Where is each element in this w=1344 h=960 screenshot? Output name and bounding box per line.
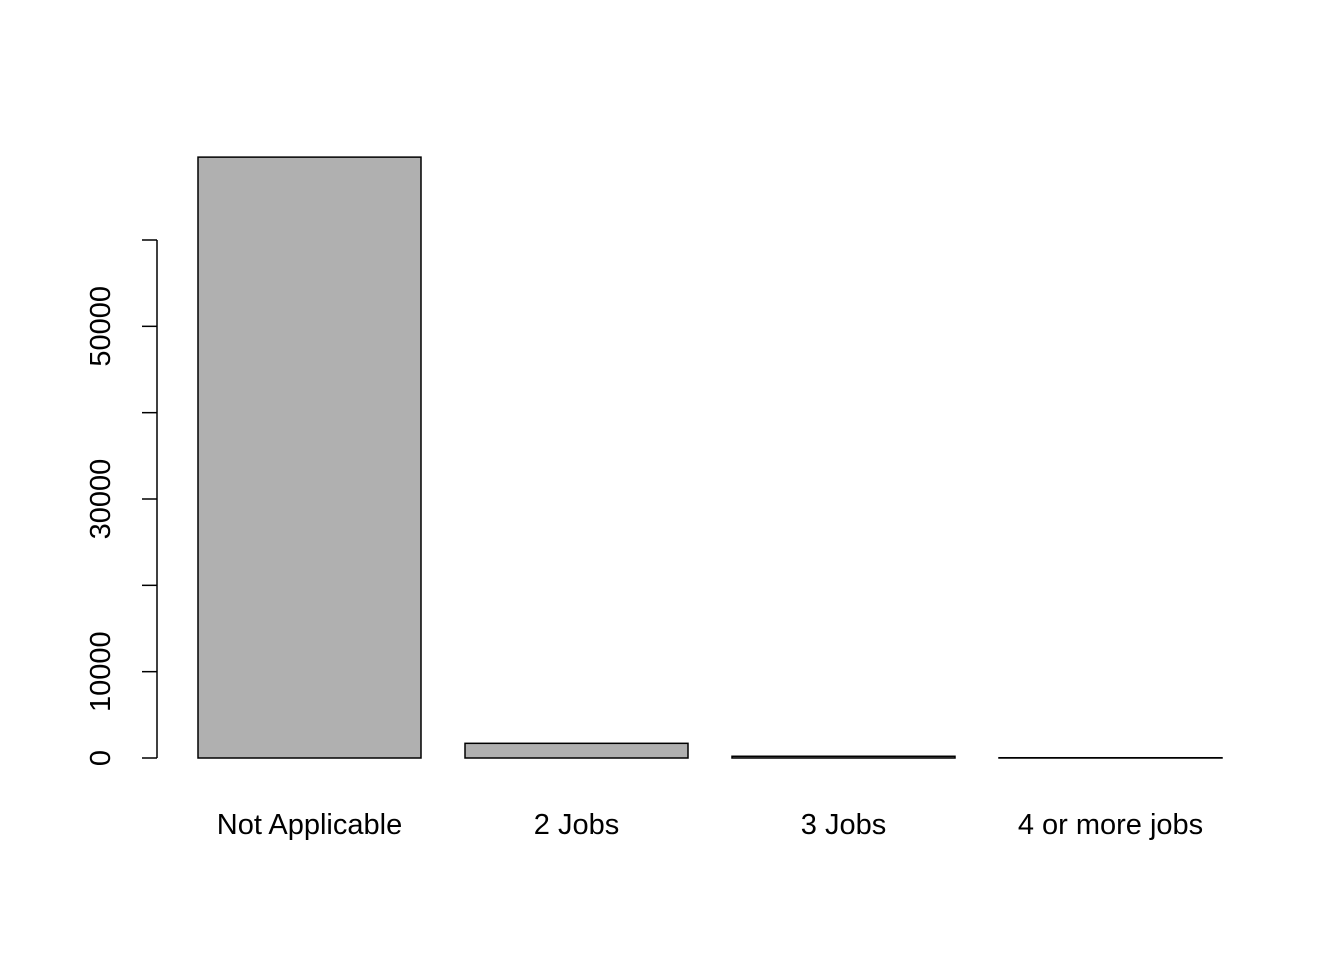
x-tick-label: 3 Jobs <box>801 809 886 841</box>
y-tick-label: 30000 <box>85 459 117 540</box>
x-tick-label: Not Applicable <box>217 809 402 841</box>
bar <box>731 755 956 759</box>
y-tick-label: 50000 <box>85 286 117 367</box>
x-tick-label: 4 or more jobs <box>1018 809 1203 841</box>
bar <box>464 742 689 759</box>
y-tick-label: 0 <box>85 750 117 766</box>
bar <box>197 156 422 759</box>
x-tick-label: 2 Jobs <box>534 809 619 841</box>
y-tick-label: 10000 <box>85 631 117 712</box>
